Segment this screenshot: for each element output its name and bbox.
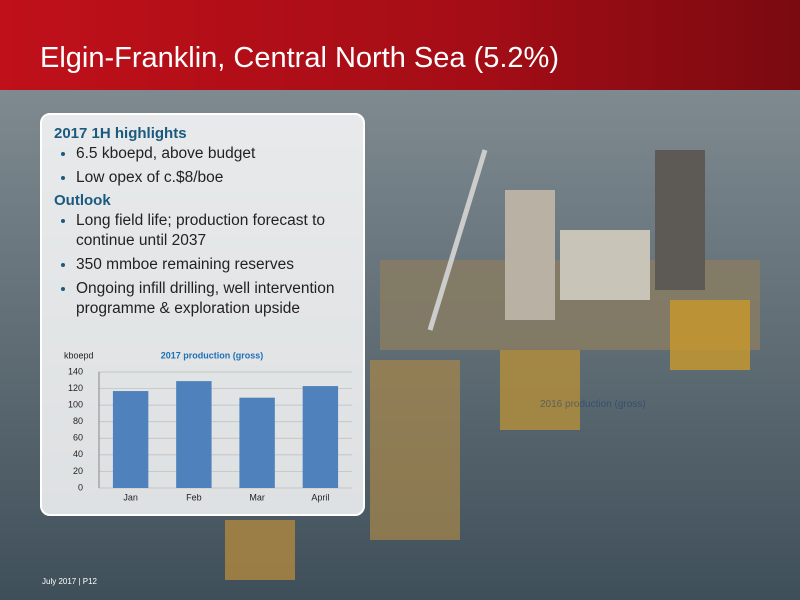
y-tick-label: 40 [73,449,83,459]
x-tick-label: Jan [123,492,138,502]
y-axis-label: kboepd [64,350,94,360]
bar [112,391,149,488]
chart-title: 2017 production (gross) [161,350,264,360]
ghost-label: 2016 production (gross) [540,399,646,410]
x-tick-label: Feb [186,492,202,502]
header: Elgin-Franklin, Central North Sea (5.2%) [0,0,800,90]
bullet-list: Long field life; production forecast to … [54,211,359,319]
y-tick-label: 100 [68,400,83,410]
bullet: 6.5 kboepd, above budget [76,144,359,164]
heading: 2017 1H highlights [54,125,187,142]
chart: kboepd 2017 production (gross) 0 20 40 60 80… [64,350,352,502]
bullet-list: 6.5 kboepd, above budget Low opex of c.$8… [54,144,359,188]
footer: July 2017 | P12 [42,577,98,586]
bullet: Low opex of c.$8/boe [76,168,359,188]
bullet: Ongoing infill drilling, well interventi… [76,279,359,319]
bullet: Long field life; production forecast to … [76,211,359,251]
y-tick-label: 20 [73,466,83,476]
x-tick-label: Mar [249,492,265,502]
heading: Outlook [54,192,111,209]
y-tick-label: 80 [73,416,83,426]
title: Elgin-Franklin, Central North Sea (5.2%) [40,42,559,74]
y-tick-label: 60 [73,433,83,443]
y-tick-label: 120 [68,383,83,393]
y-tick-label: 0 [78,482,83,492]
info-panel: 2017 1H highlights 6.5 kboepd, above bud… [40,113,365,516]
bar [176,381,212,488]
y-tick-label: 140 [68,366,83,376]
bar [302,386,339,488]
bullet: 350 mmboe remaining reserves [76,255,359,275]
x-tick-label: April [311,492,329,502]
bar [239,397,275,488]
